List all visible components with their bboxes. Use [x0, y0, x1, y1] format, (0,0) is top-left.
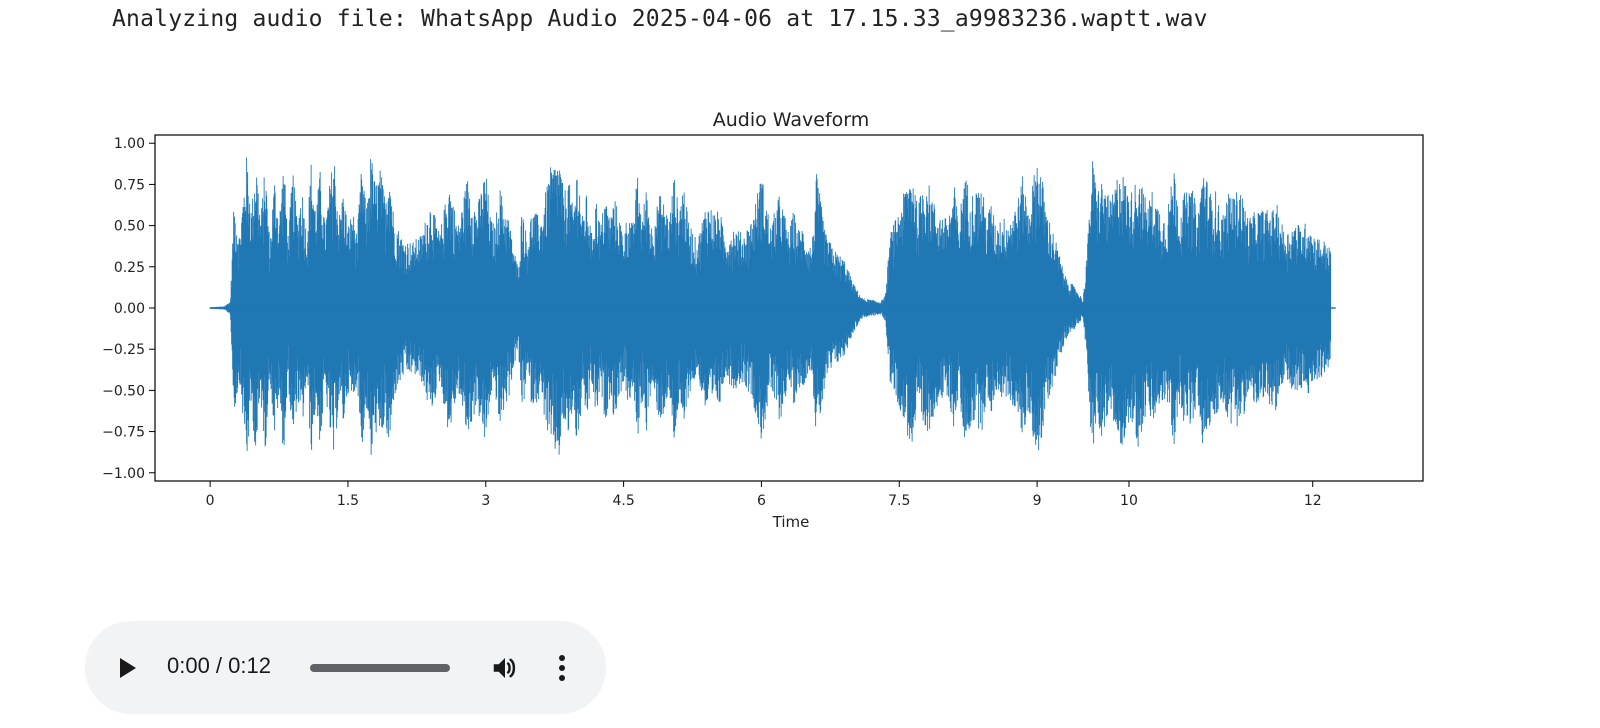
- y-tick-label: −1.00: [102, 466, 145, 482]
- x-tick-label: 12: [1304, 493, 1322, 509]
- time-display: 0:00 / 0:12: [167, 653, 271, 678]
- x-tick-label: 10: [1120, 493, 1138, 509]
- chart-title: Audio Waveform: [713, 109, 870, 131]
- x-tick-label: 0: [206, 493, 215, 509]
- x-tick-label: 6: [757, 493, 766, 509]
- y-tick-label: 0.75: [114, 177, 145, 193]
- more-options-button[interactable]: [554, 653, 570, 683]
- y-axis: 1.00 0.75 0.50 0.25 0.00 −0.25 −0.50 −0.75 −1.00: [102, 136, 155, 482]
- y-tick-label: 0.50: [114, 219, 145, 235]
- x-axis: 0 1.5 3 4.5 6 7.5 9 10 12: [206, 481, 1322, 509]
- waveform-line: [209, 157, 1332, 456]
- volume-icon: [493, 658, 516, 678]
- play-icon: [120, 658, 136, 678]
- y-tick-label: 0.00: [114, 301, 145, 317]
- x-tick-label: 1.5: [337, 493, 359, 509]
- x-tick-label: 7.5: [888, 493, 910, 509]
- y-tick-label: −0.50: [102, 383, 145, 399]
- more-vert-icon: [559, 655, 565, 681]
- audio-player: 0:00 / 0:12: [85, 621, 606, 714]
- y-tick-label: −0.75: [102, 425, 145, 441]
- y-tick-label: −0.25: [102, 342, 145, 358]
- volume-button[interactable]: [490, 653, 520, 683]
- y-tick-label: 1.00: [114, 136, 145, 152]
- x-tick-label: 9: [1033, 493, 1042, 509]
- waveform-series: [209, 157, 1336, 456]
- x-axis-label: Time: [772, 513, 810, 531]
- x-tick-label: 3: [481, 493, 490, 509]
- status-line: Analyzing audio file: WhatsApp Audio 202…: [112, 6, 1208, 32]
- seek-slider[interactable]: [310, 664, 450, 672]
- x-tick-label: 4.5: [612, 493, 634, 509]
- play-button[interactable]: [115, 656, 139, 680]
- waveform-chart: Audio Waveform 0 1.5 3 4.5 6 7.5 9 10 12 1.00 0.7…: [102, 109, 1424, 531]
- y-tick-label: 0.25: [114, 260, 145, 276]
